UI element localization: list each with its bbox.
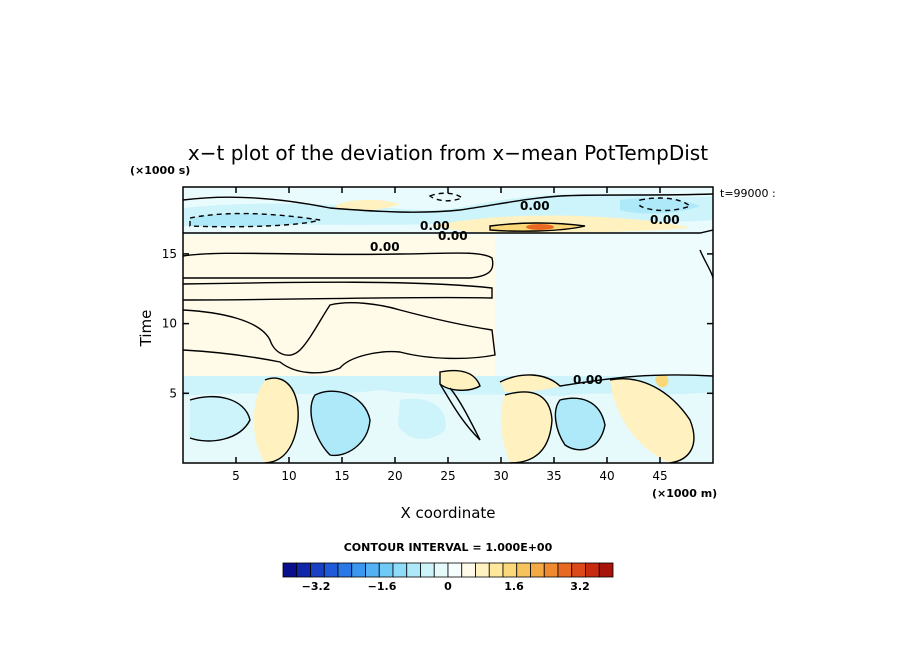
contour-line-left-strip bbox=[183, 281, 493, 301]
max-core bbox=[526, 224, 554, 230]
x-tick-label-2: 15 bbox=[334, 469, 349, 483]
colorbar-swatch-22 bbox=[585, 562, 600, 578]
contour-line-main-blob bbox=[183, 302, 496, 374]
contour-label-3: 0.00 bbox=[438, 229, 468, 243]
contour-solid-core bbox=[489, 222, 586, 232]
contour-labels: 0.00 0.00 0.00 0.00 0.00 0.00 bbox=[370, 199, 680, 387]
x-tick-label-6: 35 bbox=[546, 469, 561, 483]
yellow-blob-lower-f bbox=[655, 374, 669, 388]
contour-line-lower-c bbox=[310, 390, 371, 457]
contour-dashed-top-mid bbox=[428, 192, 464, 202]
colorbar-swatch-20 bbox=[557, 562, 573, 578]
colorbar-swatch-15 bbox=[488, 562, 504, 578]
y-axis-label: Time bbox=[137, 310, 155, 348]
colorbar-swatch-4 bbox=[337, 562, 353, 578]
x-axis-label: X coordinate bbox=[400, 504, 495, 522]
contour-label-4: 0.00 bbox=[650, 213, 680, 227]
x-axis-ticks: 5 10 15 20 25 30 35 40 45 bbox=[232, 187, 668, 483]
contour-label-2: 0.00 bbox=[420, 219, 450, 233]
colorbar-swatch-21 bbox=[571, 562, 586, 578]
colorbar-swatch-2 bbox=[310, 562, 325, 578]
y-tick-label-1: 10 bbox=[162, 317, 177, 331]
cyan-blob-lower-a bbox=[310, 391, 370, 456]
colorbar-swatch-7 bbox=[378, 562, 394, 578]
x-tick-label-8: 45 bbox=[652, 469, 667, 483]
y-unit-label: (×1000 s) bbox=[130, 164, 190, 177]
colorbar-swatch-8 bbox=[392, 562, 408, 578]
x-tick-label-0: 5 bbox=[232, 469, 240, 483]
contour-interval-label: CONTOUR INTERVAL = 1.000E+00 bbox=[344, 541, 553, 554]
contour-line-lower-h bbox=[499, 374, 713, 387]
yellow-blob-lower-d bbox=[500, 391, 552, 463]
colorbar-swatch-18 bbox=[530, 562, 545, 578]
colorbar-swatch-23 bbox=[598, 562, 614, 578]
y-tick-label-0: 5 bbox=[169, 386, 177, 400]
colorbar-swatch-14 bbox=[475, 562, 490, 578]
bg-middle-left bbox=[183, 235, 495, 376]
x-tick-label-3: 20 bbox=[387, 469, 402, 483]
colorbar-tick-label-4: 3.2 bbox=[570, 580, 590, 593]
colorbar-swatch-11 bbox=[433, 562, 449, 578]
contour-line-band-mid bbox=[183, 252, 494, 279]
time-label: t=99000 : bbox=[720, 187, 776, 200]
contour-line-diagonal bbox=[439, 383, 481, 441]
contour-line-lower-a bbox=[189, 396, 251, 442]
contour-dashed-upper-left bbox=[189, 212, 321, 228]
contour-line-upper-boundary bbox=[183, 229, 713, 234]
cyan-blob-upper-left bbox=[190, 213, 320, 227]
bg-middle-right bbox=[495, 235, 713, 376]
contour-line-lower-f bbox=[554, 397, 606, 451]
colorbar-tick-label-3: 1.6 bbox=[504, 580, 524, 593]
colorbar-swatch-5 bbox=[351, 562, 366, 578]
colorbar bbox=[282, 562, 614, 578]
x-tick-label-5: 30 bbox=[493, 469, 508, 483]
colorbar-swatch-3 bbox=[323, 562, 339, 578]
yellow-blob-lower-b bbox=[440, 370, 480, 391]
contour-line-lower-b bbox=[264, 377, 299, 463]
contour-label-5: 0.00 bbox=[370, 240, 400, 254]
x-tick-label-1: 10 bbox=[281, 469, 296, 483]
colorbar-swatch-9 bbox=[406, 562, 421, 578]
x-tick-label-7: 40 bbox=[599, 469, 614, 483]
yellow-blob-lower-c bbox=[500, 374, 560, 392]
colorbar-swatch-0 bbox=[282, 562, 298, 578]
colorbar-swatch-10 bbox=[420, 562, 435, 578]
y-tick-label-2: 15 bbox=[162, 247, 177, 261]
x-unit-label: (×1000 m) bbox=[652, 487, 717, 500]
cyan-blob-lower-b bbox=[555, 398, 605, 450]
heatmap-shading bbox=[183, 187, 713, 463]
colorbar-tick-label-1: −1.6 bbox=[368, 580, 397, 593]
colorbar-swatch-12 bbox=[447, 562, 463, 578]
colorbar-tick-label-2: 0 bbox=[444, 580, 452, 593]
colorbar-tick-labels: −3.2 −1.6 0 1.6 3.2 bbox=[302, 580, 590, 593]
colorbar-swatch-6 bbox=[365, 562, 380, 578]
contour-line-top bbox=[183, 193, 713, 213]
colorbar-swatch-17 bbox=[516, 562, 531, 578]
colorbar-swatch-19 bbox=[543, 562, 559, 578]
contour-line-lower-d bbox=[439, 369, 481, 391]
y-axis-ticks: 5 10 15 bbox=[162, 247, 713, 400]
colorbar-swatch-1 bbox=[296, 562, 311, 578]
cyan-blob-lower-d bbox=[398, 398, 446, 440]
contour-line-lower-g bbox=[609, 378, 695, 463]
contour-label-1: 0.00 bbox=[520, 199, 550, 213]
cyan-blob-lower-c bbox=[190, 396, 250, 441]
yellow-blob-lower-e bbox=[610, 378, 694, 463]
yellow-blob-top bbox=[335, 199, 400, 211]
x-tick-label-4: 25 bbox=[440, 469, 455, 483]
contour-label-6: 0.00 bbox=[573, 373, 603, 387]
contour-dashed-upper-right bbox=[639, 197, 692, 212]
colorbar-tick-label-0: −3.2 bbox=[302, 580, 331, 593]
colorbar-swatch-13 bbox=[461, 562, 476, 578]
cyan-blob-upper-right bbox=[620, 198, 700, 214]
yellow-blob-lower-a bbox=[253, 378, 299, 463]
colorbar-swatch-16 bbox=[502, 562, 518, 578]
contour-line-lower-e bbox=[504, 391, 553, 463]
chart-title: x−t plot of the deviation from x−mean Po… bbox=[188, 141, 708, 165]
